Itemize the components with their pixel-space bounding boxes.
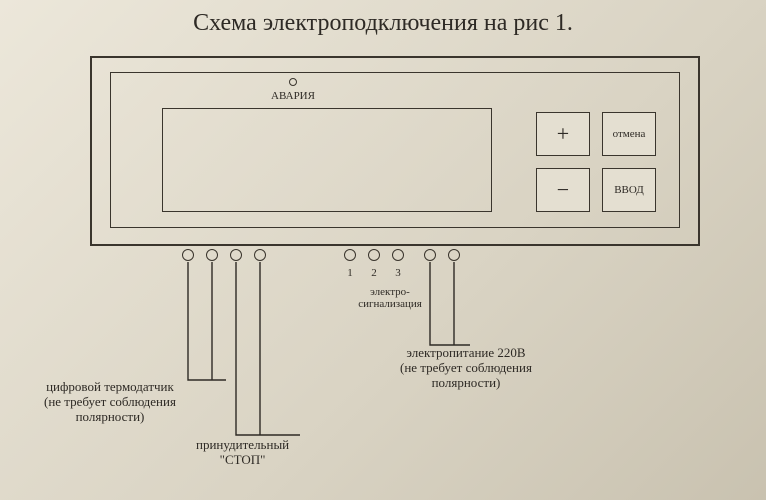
connector-terminal <box>206 249 218 261</box>
callout-sensor: цифровой термодатчик (не требует соблюде… <box>44 380 176 425</box>
minus-button[interactable]: − <box>536 168 590 212</box>
callout-power: электропитание 220В (не требует соблюден… <box>400 346 532 391</box>
connector-terminal <box>230 249 242 261</box>
terminal-number: 2 <box>368 267 380 279</box>
alarm-led-label: АВАРИЯ <box>243 90 343 102</box>
connector-terminal <box>392 249 404 261</box>
figure-title: Схема электроподключения на рис 1. <box>0 10 766 37</box>
connector-terminal <box>182 249 194 261</box>
connector-terminal <box>344 249 356 261</box>
callout-stop: принудительный "СТОП" <box>196 438 289 468</box>
cancel-button[interactable]: отмена <box>602 112 656 156</box>
enter-button[interactable]: ВВОД <box>602 168 656 212</box>
display-screen <box>162 108 492 212</box>
terminal-group-label: электро- сигнализация <box>340 286 440 310</box>
connector-terminal <box>424 249 436 261</box>
connector-terminal <box>254 249 266 261</box>
terminal-number: 1 <box>344 267 356 279</box>
connector-terminal <box>448 249 460 261</box>
alarm-led <box>289 78 297 86</box>
page-root: Схема электроподключения на рис 1. АВАРИ… <box>0 0 766 500</box>
terminal-number: 3 <box>392 267 404 279</box>
plus-button[interactable]: + <box>536 112 590 156</box>
connector-terminal <box>368 249 380 261</box>
